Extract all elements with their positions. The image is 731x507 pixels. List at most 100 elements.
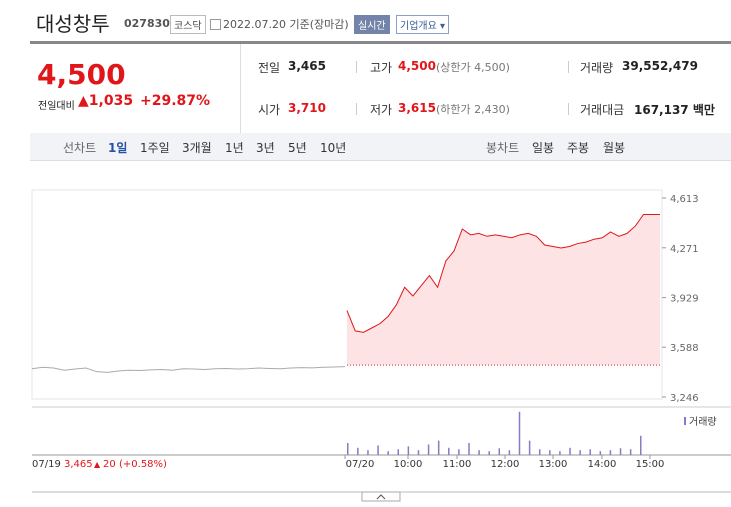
tab[interactable]: 1년 — [225, 141, 244, 155]
y-tick-label: 4,613 — [670, 194, 699, 205]
top-rule — [30, 41, 731, 44]
chart: 3,246 3,588 3,929 4,271 4,613 거래량 07/20 10:00 11… — [31, 189, 731, 502]
x-tick-label: 10:00 — [394, 459, 423, 470]
tab[interactable]: 1일 — [108, 141, 128, 155]
volume-bar — [478, 450, 480, 455]
footer-close: 3,465 — [64, 459, 93, 470]
tab-bar — [30, 133, 731, 161]
volume-bar — [468, 443, 470, 455]
change-label: 전일대비 — [38, 101, 75, 112]
stat-value: 39,552,479 — [622, 59, 698, 73]
stat-note: (상한가 4,500) — [436, 61, 510, 74]
y-tick-label: 4,271 — [670, 244, 699, 255]
volume-bar — [407, 446, 410, 455]
change-value: 1,035 — [88, 93, 134, 109]
line — [31, 366, 346, 373]
x-tick-label: 15:00 — [636, 459, 665, 470]
footer-date: 07/19 — [32, 459, 61, 470]
volume-bar — [347, 443, 349, 455]
volume-bar — [629, 449, 632, 455]
tab-label: 봉차트 — [486, 141, 520, 155]
stat-label: 거래량 — [580, 61, 614, 75]
divider — [356, 103, 357, 115]
plot-area — [31, 189, 663, 400]
realtime-badge[interactable]: 실시간 — [354, 15, 390, 34]
area — [347, 214, 660, 366]
volume-bar — [640, 435, 642, 455]
x-tick-label: 07/20 — [346, 459, 375, 470]
collapse-icon — [376, 494, 386, 500]
divider — [568, 61, 569, 73]
volume-bar — [498, 448, 501, 455]
quote-box — [30, 44, 731, 134]
volume-bar — [387, 451, 389, 455]
tab[interactable]: 월봉 — [603, 141, 626, 155]
stat-value: 3,710 — [288, 101, 326, 115]
volume-bar — [619, 448, 622, 455]
company-button[interactable]: 기업개요 ▾ — [396, 15, 450, 34]
volume-bar — [579, 450, 581, 455]
divider — [568, 103, 569, 115]
x-tick-label: 13:00 — [539, 459, 568, 470]
stock-code: 027830 — [124, 17, 170, 30]
price: 4,500 — [37, 58, 126, 91]
tab[interactable]: 일봉 — [532, 141, 555, 155]
volume-bar — [589, 449, 591, 455]
stat-label: 고가 — [370, 61, 393, 75]
volume-bar — [417, 450, 420, 455]
stat-label: 전일 — [258, 61, 281, 75]
rate: +29.87% — [140, 93, 211, 109]
volume-bar — [528, 440, 531, 455]
volume-bar — [488, 451, 490, 455]
tab[interactable]: 10년 — [320, 141, 347, 155]
tab[interactable]: 3개월 — [182, 141, 212, 155]
footer-change: 20 — [103, 459, 116, 470]
y-tick-label: 3,929 — [670, 294, 699, 305]
stat-note: (하한가 2,430) — [436, 103, 510, 116]
stat-value: 3,465 — [288, 59, 326, 73]
stat-label: 시가 — [258, 103, 281, 117]
volume-bar — [377, 445, 379, 455]
market-badge: 코스닥 — [170, 15, 206, 34]
collapse-button[interactable] — [361, 491, 401, 502]
volume-bar — [427, 444, 430, 455]
divider — [240, 44, 241, 133]
x-tick-label: 14:00 — [588, 459, 617, 470]
volume-bar — [559, 451, 561, 455]
stat-value: 4,500 — [398, 59, 436, 73]
company-text: 기업개요 — [400, 21, 437, 32]
divider — [356, 61, 357, 73]
footer-arrow: ▲ — [94, 460, 101, 469]
volume-bar — [437, 440, 440, 455]
tab[interactable]: 주봉 — [567, 141, 590, 155]
x-tick-label: 12:00 — [491, 459, 520, 470]
line — [346, 213, 660, 333]
volume-bar — [367, 450, 369, 455]
volume-bar — [508, 450, 511, 455]
stock-name: 대성창투 — [36, 12, 110, 36]
stat-label: 저가 — [370, 103, 393, 117]
volume-bar — [599, 451, 602, 455]
change: ▲1,035 — [78, 93, 134, 109]
volume-bar — [458, 449, 460, 455]
volume-bar — [609, 450, 612, 455]
tab-label: 선차트 — [63, 141, 97, 155]
calendar-icon — [210, 19, 221, 30]
tab[interactable]: 1주일 — [140, 141, 170, 155]
y-tick-label: 3,588 — [670, 343, 699, 354]
tab[interactable]: 3년 — [256, 141, 275, 155]
volume-bar — [397, 449, 400, 455]
volume-bar — [569, 447, 571, 455]
stat-value: 3,615 — [398, 101, 436, 115]
volume-bar — [538, 449, 541, 455]
volume-bar — [549, 450, 551, 455]
date: 2022.07.20 기준(장마감) — [223, 18, 349, 31]
legend-swatch — [684, 417, 686, 425]
stat-label: 거래대금 — [580, 103, 625, 117]
volume-bar — [448, 447, 450, 455]
footer-rate: (+0.58%) — [119, 459, 167, 470]
volume-bar — [357, 447, 359, 455]
stat-value: 167,137 백만 — [634, 103, 715, 117]
tab[interactable]: 5년 — [288, 141, 307, 155]
